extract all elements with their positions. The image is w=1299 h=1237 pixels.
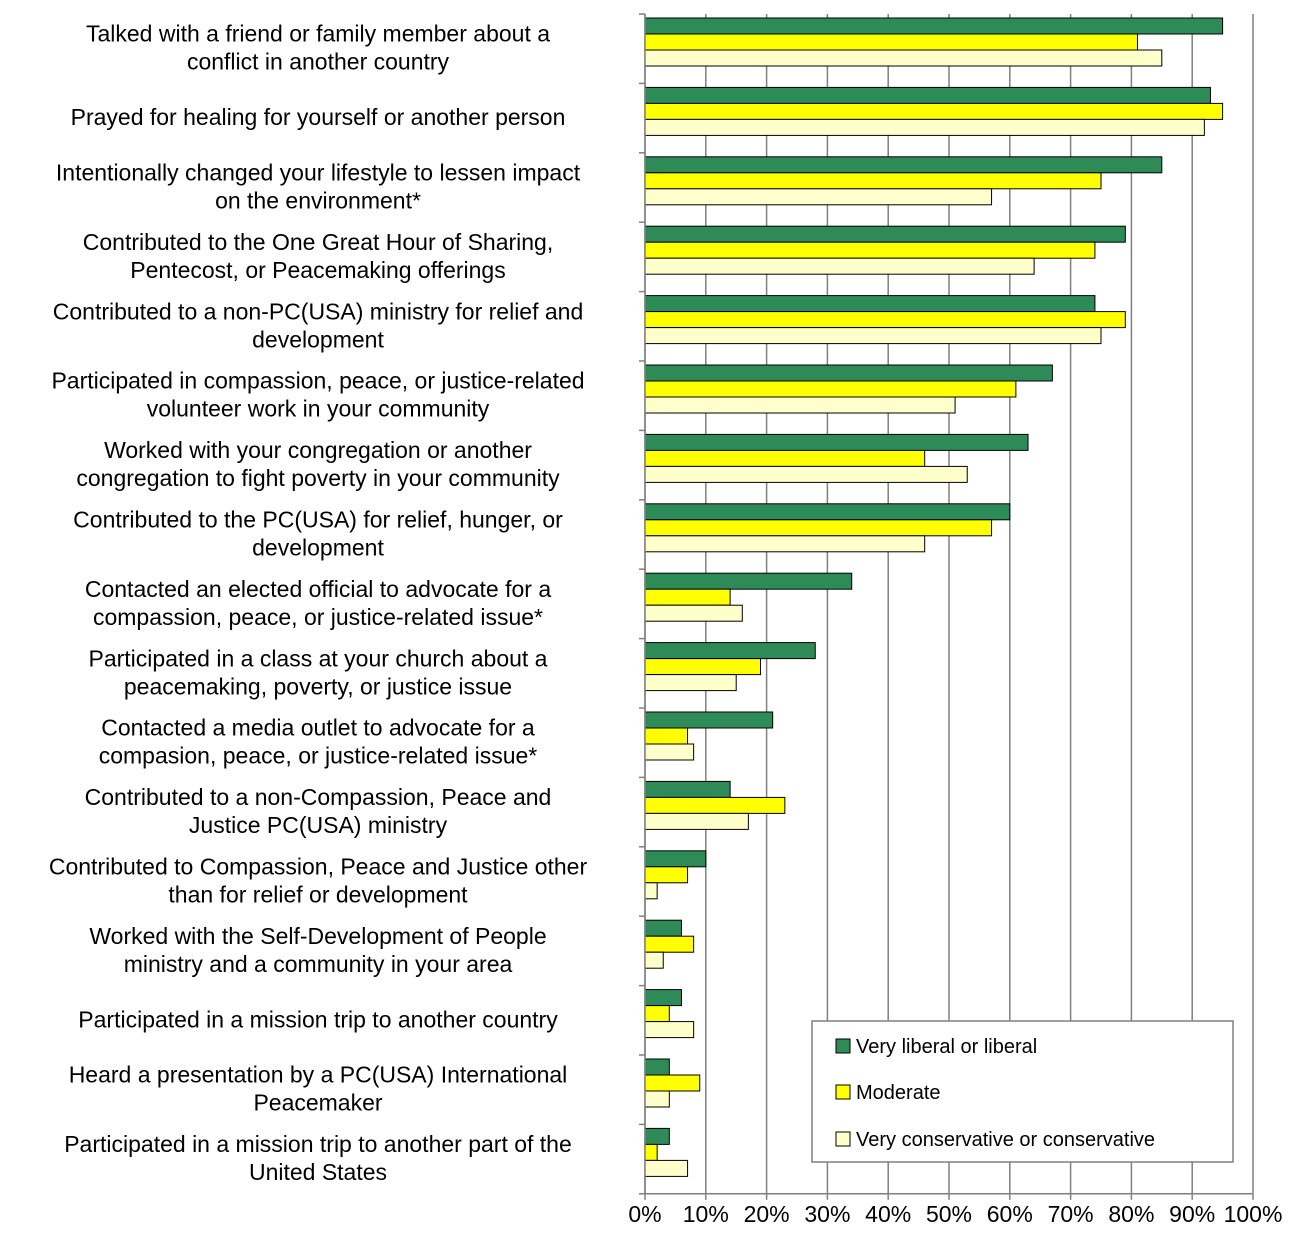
legend-label: Moderate [856, 1082, 941, 1104]
x-tick-label: 20% [744, 1201, 790, 1227]
bar [644, 1074, 701, 1092]
bar [644, 711, 774, 729]
bar [644, 86, 1211, 104]
bar [644, 503, 1011, 521]
bar [644, 364, 1053, 382]
bar [644, 1127, 670, 1145]
bar [644, 49, 1163, 67]
bar [644, 642, 816, 660]
bar [644, 796, 786, 814]
bar [644, 1143, 658, 1161]
x-tick-label: 50% [926, 1201, 972, 1227]
x-tick-label: 100% [1224, 1201, 1283, 1227]
legend: Very liberal or liberal Moderate Very cons… [811, 1020, 1234, 1163]
category-label: Worked with your congregation or another… [76, 437, 560, 491]
bar [644, 866, 689, 884]
bar [644, 156, 1163, 174]
bar [644, 257, 1035, 275]
x-tick-label: 60% [987, 1201, 1033, 1227]
category-label: Participated in a class at your church a… [89, 645, 548, 699]
bar [644, 1090, 670, 1108]
category-label: Worked with the Self-Development of Peop… [89, 923, 546, 977]
bar [644, 674, 737, 692]
category-label: Participated in a mission trip to anothe… [64, 1131, 572, 1185]
category-label: Contributed to the PC(USA) for relief, h… [73, 507, 563, 561]
bar [644, 658, 762, 676]
x-axis-tick-labels: 0% 10% 20% 30% 40% 50% 60% 70% 80% 90% 100% [628, 1201, 1282, 1227]
bar [644, 17, 1224, 35]
bar [644, 33, 1138, 51]
bar [644, 519, 993, 537]
category-labels: Talked with a friend or family member ab… [49, 21, 588, 1185]
category-label: Contributed to a non-Compassion, Peace a… [85, 784, 552, 838]
bar [644, 396, 956, 414]
bar [644, 172, 1102, 190]
legend-swatch [835, 1038, 851, 1054]
bar [644, 433, 1029, 451]
bar [644, 241, 1096, 259]
category-label: Contributed to Compassion, Peace and Jus… [49, 854, 588, 908]
bar [644, 1058, 670, 1076]
bar [644, 465, 968, 483]
bar [644, 1021, 695, 1039]
bar [644, 951, 664, 969]
category-label: Participated in compassion, peace, or ju… [51, 368, 584, 422]
legend-label: Very liberal or liberal [856, 1036, 1037, 1058]
category-label: Intentionally changed your lifestyle to … [56, 160, 581, 214]
bar [644, 727, 689, 745]
category-label: Contributed to a non-PC(USA) ministry fo… [53, 298, 584, 352]
x-tick-label: 70% [1048, 1201, 1094, 1227]
axes [639, 13, 1254, 1200]
gridlines [644, 14, 1254, 1194]
bar [644, 102, 1224, 120]
bar [644, 588, 731, 606]
category-label: Prayed for healing for yourself or anoth… [71, 104, 566, 130]
bar [644, 989, 682, 1007]
bar [644, 604, 743, 622]
bar [644, 1005, 670, 1023]
category-label: Contributed to the One Great Hour of Sha… [83, 229, 554, 283]
legend-swatch [835, 1131, 851, 1147]
bar [644, 743, 695, 761]
bar [644, 311, 1126, 329]
x-tick-label: 10% [683, 1201, 729, 1227]
category-label: Talked with a friend or family member ab… [86, 21, 550, 75]
category-label: Participated in a mission trip to anothe… [78, 1006, 558, 1032]
bar [644, 882, 658, 900]
legend-box [811, 1020, 1234, 1163]
category-label: Heard a presentation by a PC(USA) Intern… [69, 1062, 568, 1116]
x-tick-label: 30% [804, 1201, 850, 1227]
bar [644, 295, 1096, 313]
bar [644, 535, 926, 553]
bars [644, 17, 1224, 1177]
bar [644, 919, 682, 937]
x-tick-label: 90% [1169, 1201, 1215, 1227]
x-tick-label: 40% [865, 1201, 911, 1227]
category-label: Contacted a media outlet to advocate for… [99, 715, 538, 769]
legend-swatch [835, 1084, 851, 1100]
bar [644, 327, 1102, 345]
bar [644, 380, 1017, 398]
bar [644, 1159, 689, 1177]
category-label: Contacted an elected official to advocat… [85, 576, 551, 630]
bar [644, 935, 695, 953]
x-tick-label: 0% [628, 1201, 661, 1227]
bar [644, 812, 749, 830]
bar [644, 225, 1126, 243]
bar [644, 188, 993, 206]
bar [644, 780, 731, 798]
bar [644, 572, 853, 590]
bar [644, 449, 926, 467]
x-tick-label: 80% [1108, 1201, 1154, 1227]
bar [644, 118, 1205, 136]
legend-label: Very conservative or conservative [856, 1129, 1155, 1151]
bar [644, 850, 707, 868]
